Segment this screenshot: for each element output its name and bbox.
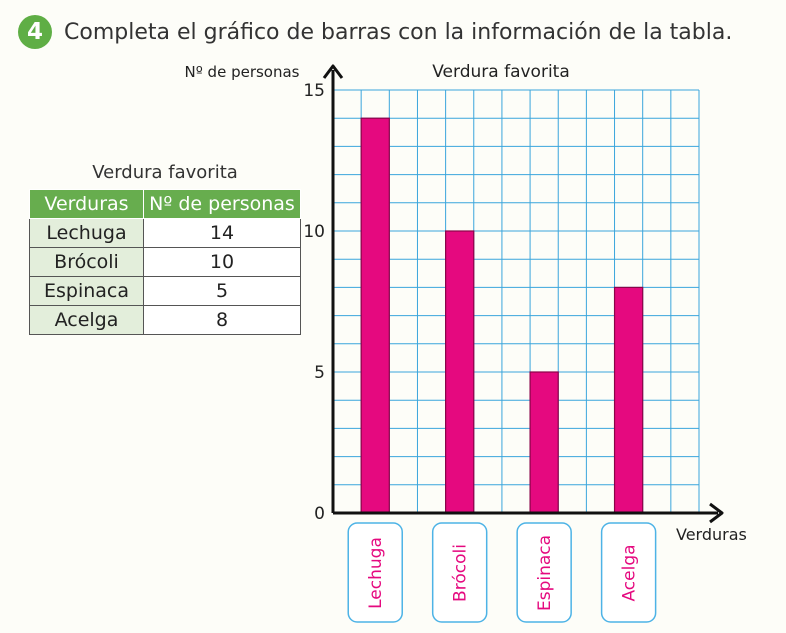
table-cell-name: Espinaca <box>29 276 144 306</box>
table-row: Acelga 8 <box>29 305 301 335</box>
category-label: Brócoli <box>451 544 471 602</box>
table-cell-value: 8 <box>143 305 301 335</box>
y-axis-label: Nº de personas <box>185 63 300 81</box>
chart-title: Verdura favorita <box>432 62 570 82</box>
table-cell-name: Acelga <box>29 305 144 335</box>
table-cell-name: Lechuga <box>29 218 144 248</box>
y-tick-label: 10 <box>303 222 325 242</box>
table-cell-name: Brócoli <box>29 247 144 277</box>
bar <box>529 371 559 514</box>
bar <box>360 117 390 514</box>
exercise-header: 4 Completa el gráfico de barras con la i… <box>18 11 732 53</box>
exercise-number-badge: 4 <box>18 15 52 49</box>
x-axis-label: Verduras <box>676 525 747 544</box>
category-label: Acelga <box>620 544 640 601</box>
table-header-vegetables: Verduras <box>29 189 144 219</box>
bar <box>445 230 475 514</box>
table-header-people: Nº de personas <box>143 189 301 219</box>
y-axis-arrow-icon <box>322 64 344 79</box>
category-label: Espinaca <box>535 535 555 611</box>
category-label-box <box>347 522 403 623</box>
table-cell-value: 10 <box>143 247 301 277</box>
table-row: Brócoli 10 <box>29 247 301 277</box>
category-label-box <box>600 522 657 623</box>
y-tick-label: 5 <box>314 363 325 383</box>
y-tick-label: 15 <box>303 81 325 101</box>
table-row: Lechuga 14 <box>29 218 301 248</box>
data-table: Verduras Nº de personas Lechuga 14 Bróco… <box>29 189 301 335</box>
table-cell-value: 5 <box>143 276 301 306</box>
exercise-instruction: Completa el gráfico de barras con la inf… <box>64 19 733 45</box>
bar <box>613 286 644 514</box>
category-label-box <box>431 522 488 623</box>
table-row: Espinaca 5 <box>29 276 301 306</box>
x-axis-arrow-icon <box>709 502 724 524</box>
table-title: Verdura favorita <box>92 162 238 183</box>
y-tick-label: 0 <box>314 504 325 524</box>
table-cell-value: 14 <box>143 218 301 248</box>
category-label-box <box>516 522 572 623</box>
table-header-row: Verduras Nº de personas <box>29 189 301 219</box>
category-label: Lechuga <box>366 537 386 609</box>
